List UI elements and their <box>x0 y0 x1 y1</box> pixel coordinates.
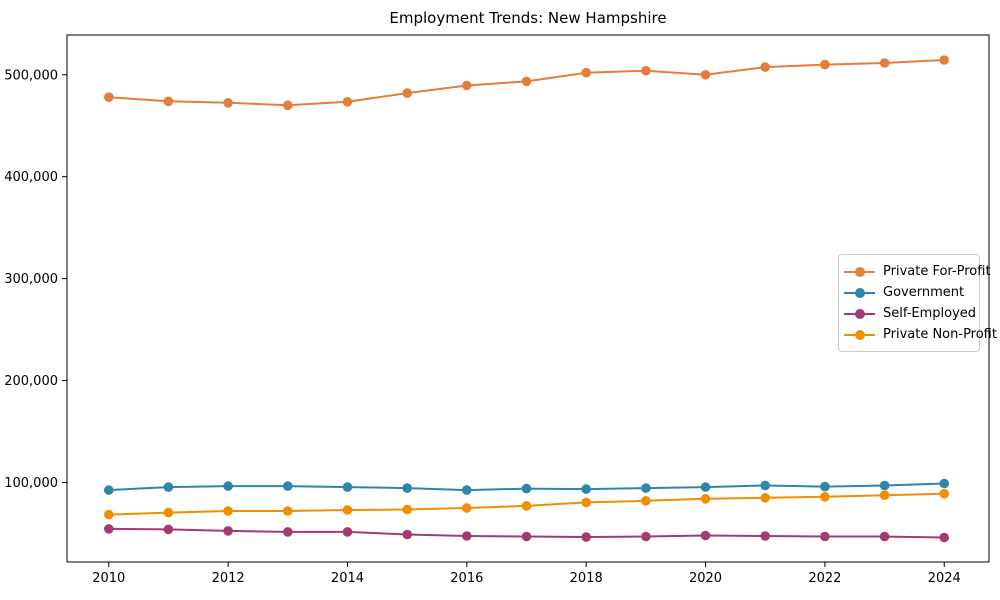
y-axis-tick-label: 100,000 <box>4 476 58 491</box>
data-point <box>879 490 890 501</box>
data-point <box>521 501 532 511</box>
data-point <box>820 59 830 70</box>
data-point <box>581 484 591 494</box>
data-point <box>402 504 413 515</box>
legend-item: Private For-Profit <box>844 261 991 282</box>
data-point <box>641 496 651 506</box>
x-axis-tick-label: 2020 <box>689 571 722 586</box>
legend-line-marker-icon <box>844 329 875 340</box>
data-point <box>163 96 174 107</box>
x-axis-tick-label: 2022 <box>808 571 841 586</box>
data-point <box>283 506 293 516</box>
data-point <box>820 531 830 542</box>
legend-item: Private Non-Profit <box>844 324 997 345</box>
data-point <box>342 505 353 515</box>
x-axis-tick-label: 2016 <box>450 571 483 586</box>
data-point <box>581 497 591 508</box>
y-axis-tick-label: 300,000 <box>4 272 58 287</box>
data-point <box>939 488 949 499</box>
data-point <box>521 483 532 494</box>
data-point <box>760 531 770 541</box>
data-point <box>223 98 233 108</box>
data-point <box>402 88 413 98</box>
data-point <box>283 100 293 111</box>
data-point <box>879 531 890 542</box>
data-point <box>939 532 949 543</box>
legend-label: Government <box>883 285 965 300</box>
data-point <box>462 485 472 495</box>
data-point <box>342 527 353 537</box>
data-point <box>521 76 532 87</box>
data-point <box>760 480 770 491</box>
data-point <box>700 530 711 541</box>
y-axis-tick-label: 200,000 <box>4 374 58 389</box>
legend-item: Government <box>844 282 971 303</box>
legend-line-marker-icon <box>844 266 875 277</box>
data-point <box>462 503 472 513</box>
data-point <box>402 529 413 540</box>
data-point <box>820 481 830 492</box>
data-point <box>342 482 353 492</box>
legend-label: Private Non-Profit <box>883 327 997 342</box>
data-point <box>641 483 651 493</box>
data-point <box>163 507 174 518</box>
data-point <box>342 97 353 107</box>
data-point <box>760 62 770 72</box>
x-axis-tick-label: 2024 <box>928 571 961 586</box>
data-point <box>581 67 591 78</box>
data-point <box>462 80 472 91</box>
legend-label: Self-Employed <box>883 306 977 321</box>
data-point <box>223 506 233 516</box>
data-point <box>223 526 233 536</box>
data-point <box>104 524 114 534</box>
data-point <box>879 58 890 68</box>
legend-item: Self-Employed <box>844 303 976 324</box>
data-point <box>163 482 174 492</box>
data-point <box>104 485 114 495</box>
y-axis-tick-label: 400,000 <box>4 170 58 185</box>
data-point <box>462 531 472 541</box>
data-point <box>760 493 770 503</box>
data-point <box>104 509 114 520</box>
x-axis-tick-label: 2014 <box>331 571 364 586</box>
data-point <box>939 478 949 489</box>
data-point <box>283 481 293 491</box>
data-point <box>581 532 591 542</box>
data-point <box>641 65 651 76</box>
data-point <box>104 92 114 102</box>
x-axis-tick-label: 2010 <box>92 571 125 586</box>
x-axis-tick-label: 2018 <box>570 571 603 586</box>
data-point <box>820 492 830 502</box>
legend-line-marker-icon <box>844 287 875 298</box>
axes-spines <box>66 34 990 563</box>
data-point <box>223 481 233 491</box>
x-axis-tick-label: 2012 <box>212 571 245 586</box>
data-point <box>700 494 711 504</box>
data-point <box>402 483 413 493</box>
data-point <box>700 70 711 80</box>
y-axis-tick-label: 500,000 <box>4 68 58 83</box>
chart-title: Employment Trends: New Hampshire <box>389 9 667 27</box>
data-point <box>700 482 711 492</box>
legend-label: Private For-Profit <box>883 264 991 279</box>
data-point <box>939 55 949 65</box>
legend-line-marker-icon <box>844 308 875 319</box>
data-point <box>879 480 890 491</box>
data-point <box>163 524 174 535</box>
legend: Private For-Profit Government Self-Employe… <box>838 254 997 352</box>
data-point <box>641 531 651 542</box>
data-point <box>521 531 532 542</box>
data-point <box>283 527 293 537</box>
